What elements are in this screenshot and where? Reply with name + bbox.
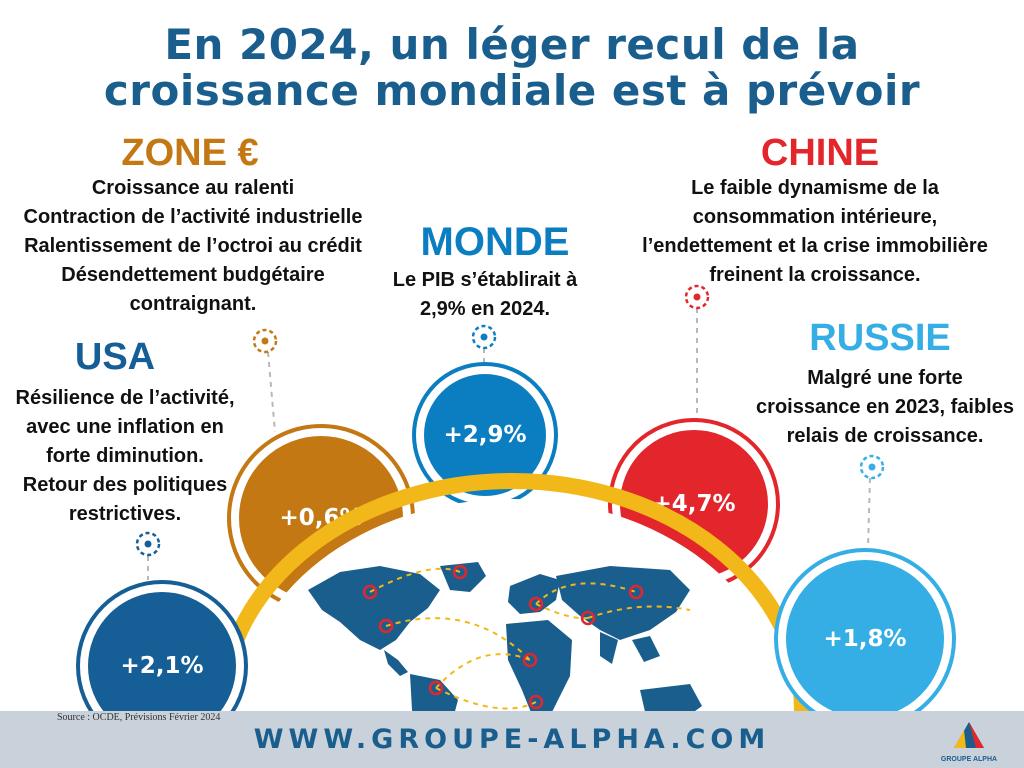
world-map-icon <box>308 562 702 711</box>
russie-value: +1,8% <box>823 626 907 652</box>
source-note: Source : OCDE, Prévisions Février 2024 <box>57 712 221 723</box>
usa-value: +2,1% <box>120 653 204 679</box>
zone-euro-heading: ZONE € <box>121 132 259 174</box>
russie-line: Malgré une forte <box>807 367 963 389</box>
zone-euro-target-icon <box>252 328 278 354</box>
usa-line: forte diminution. <box>46 445 204 467</box>
monde-line: 2,9% en 2024. <box>419 298 551 320</box>
russie-heading: RUSSIE <box>809 317 951 359</box>
usa-target-icon <box>135 531 161 557</box>
zone-euro-connector-line <box>267 351 276 433</box>
zone-euro-line: Ralentissement de l’octroi au crédit <box>24 235 362 257</box>
logo-text: GROUPE ALPHA <box>940 756 998 763</box>
chine-description: Le faible dynamisme de la consommation i… <box>615 174 1015 290</box>
russie-line: relais de croissance. <box>786 425 984 447</box>
usa-description: Résilience de l’activité, avec une infla… <box>0 384 250 529</box>
zone-euro-line: Contraction de l’activité industrielle <box>23 206 363 228</box>
chine-line: Le faible dynamisme de la <box>691 177 939 199</box>
zone-euro-description: Croissance au ralenti Contraction de l’a… <box>0 174 386 319</box>
usa-line: avec une inflation en <box>26 416 224 438</box>
russie-target-icon <box>859 454 885 480</box>
usa-heading: USA <box>74 336 156 378</box>
monde-value: +2,9% <box>443 422 527 448</box>
russie-connector-line <box>867 477 871 549</box>
page-title-line-1: En 2024, un léger recul de la <box>164 20 860 69</box>
monde-heading: MONDE <box>420 220 570 264</box>
footer-bar <box>0 711 1024 768</box>
zone-euro-line: Croissance au ralenti <box>91 177 295 199</box>
zone-euro-line: Désendettement budgétaire <box>61 264 325 286</box>
zone-euro-line: contraignant. <box>129 293 257 315</box>
chine-line: l’endettement et la crise immobilière <box>642 235 988 257</box>
chine-heading: CHINE <box>760 132 880 174</box>
russie-line: croissance en 2023, faibles <box>756 396 1014 418</box>
russie-value-bubble: +1,8% <box>778 552 952 726</box>
footer-url: WWW.GROUPE-ALPHA.COM <box>253 724 771 755</box>
chine-line: consommation intérieure, <box>692 206 938 228</box>
chine-target-icon <box>684 284 710 310</box>
monde-line: Le PIB s’établirait à <box>392 269 578 291</box>
page-title-line-2: croissance mondiale est à prévoir <box>103 66 921 115</box>
russie-description: Malgré une forte croissance en 2023, fai… <box>735 364 1024 451</box>
yellow-arc <box>214 473 810 712</box>
usa-line: Résilience de l’activité, <box>15 387 235 409</box>
usa-line: restrictives. <box>68 503 182 525</box>
logo-triangle-icon <box>954 722 984 748</box>
usa-line: Retour des politiques <box>22 474 228 496</box>
page-title: En 2024, un léger recul de la croissance… <box>0 22 1024 114</box>
monde-description: Le PIB s’établirait à 2,9% en 2024. <box>380 266 590 324</box>
monde-target-icon <box>471 324 497 350</box>
groupe-alpha-logo: GROUPE ALPHA <box>936 716 1002 766</box>
chine-line: freinent la croissance. <box>709 264 921 286</box>
